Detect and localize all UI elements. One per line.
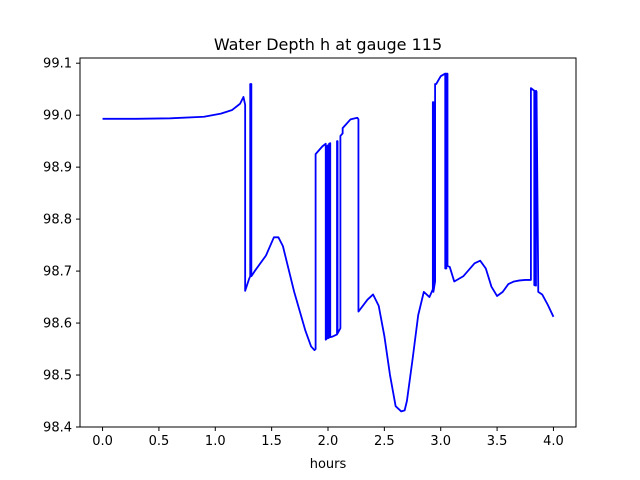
y-tick-label: 98.5 xyxy=(43,369,72,384)
y-tick-label: 99.1 xyxy=(43,57,72,72)
y-tick-label: 99.0 xyxy=(43,109,72,124)
series-layer xyxy=(102,72,555,413)
plot-area-frame xyxy=(79,57,577,428)
x-tick-label: 3.5 xyxy=(487,434,508,449)
x-tick-label: 0.0 xyxy=(92,434,113,449)
x-tick-label: 3.0 xyxy=(430,434,451,449)
y-tick-label: 98.4 xyxy=(43,421,72,436)
x-axis-label: hours xyxy=(310,457,347,472)
x-tick-label: 2.0 xyxy=(318,434,339,449)
y-tick-label: 98.7 xyxy=(43,265,72,280)
x-tick-label: 2.5 xyxy=(374,434,395,449)
y-tick-label: 98.9 xyxy=(43,161,72,176)
ticks-layer: 0.0 0.5 1.0 1.5 2.0 2.5 3.0 3.5 4.0 98.4 98.5 98.6 9… xyxy=(43,57,564,449)
y-tick-label: 98.8 xyxy=(43,213,72,228)
chart-title: Water Depth h at gauge 115 xyxy=(214,35,442,54)
x-tick-label: 0.5 xyxy=(149,434,170,449)
y-tick-label: 98.6 xyxy=(43,317,72,332)
x-tick-label: 4.0 xyxy=(543,434,564,449)
x-tick-label: 1.0 xyxy=(205,434,226,449)
x-tick-label: 1.5 xyxy=(261,434,282,449)
water-depth-line xyxy=(102,72,555,413)
